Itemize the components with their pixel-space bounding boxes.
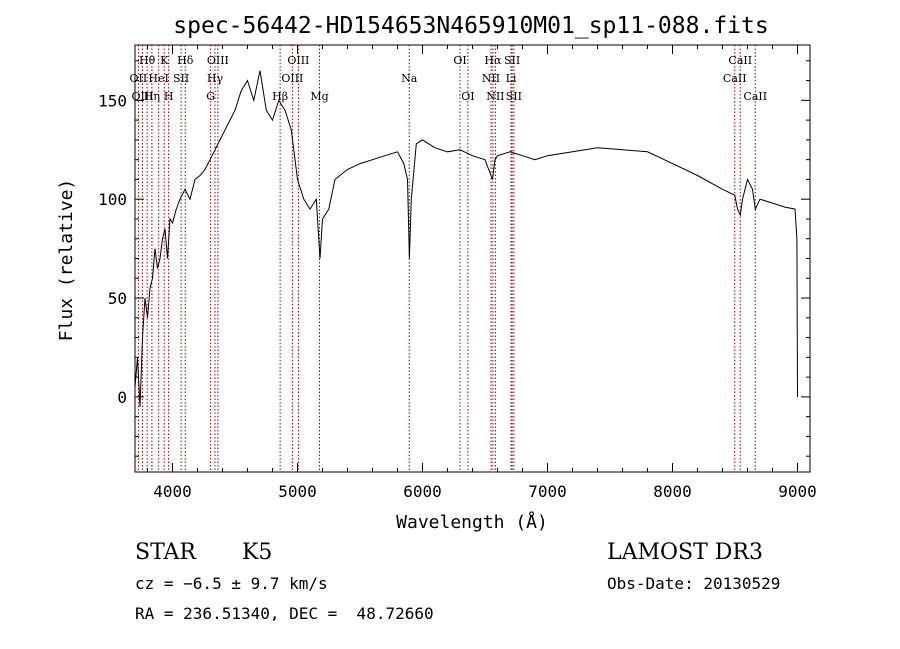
y-axis-label: Flux (relative) [56,179,77,342]
x-tick-label: 4000 [153,482,192,501]
line-marker-label: CaII [728,54,752,67]
x-tick-label: 9000 [778,482,817,501]
y-tick-label: 50 [108,289,127,308]
line-marker-label: Hγ [207,72,224,85]
spectrum-line [134,70,798,407]
plot-frame [134,44,811,473]
axis-tick-labels: 4000 5000 6000 7000 8000 9000 0 50 100 150 [98,91,817,501]
line-marker-label: Hα [484,54,502,67]
line-marker-label: SII [504,54,520,67]
line-marker-label: OIII [287,54,309,67]
line-marker-label: H [164,90,174,103]
line-marker-label: NII [486,90,504,103]
survey-label: LAMOST DR3 [607,540,763,565]
line-marker-label: CaII [743,90,767,103]
x-tick-label: 7000 [528,482,567,501]
line-marker-label: SII [173,72,189,85]
line-marker-label: G [206,90,215,103]
chart-title: spec-56442-HD154653N465910M01_sp11-088.f… [173,13,768,39]
line-marker-label: OI [453,54,466,67]
line-marker-label: HeI [148,72,168,85]
obs-date-text: Obs-Date: 20130529 [607,574,781,593]
line-markers [137,45,756,472]
line-marker-label: Hη [144,90,160,103]
x-tick-label: 8000 [653,482,692,501]
x-tick-label: 5000 [278,482,317,501]
line-marker-label: OIII [131,90,153,103]
line-marker-label: Hθ [139,54,156,67]
line-marker-label: OII [130,72,148,85]
line-marker-label: OIII [207,54,229,67]
line-marker-label: Mg [310,90,328,103]
y-tick-label: 0 [117,388,127,407]
ra-dec-text: RA = 236.51340, DEC = 48.72660 [135,604,434,623]
line-marker-label: OIII [281,72,303,85]
redshift-text: cz = −6.5 ± 9.7 km/s [135,574,328,593]
axis-ticks [135,45,810,472]
line-marker-label: Li [506,72,517,85]
line-marker-label: K [160,54,169,67]
line-marker-label: Hβ [272,90,288,103]
x-tick-label: 6000 [403,482,442,501]
line-marker-label: CaII [723,72,747,85]
line-marker-label: SII [506,90,522,103]
line-marker-label: OI [461,90,474,103]
object-class: STAR [135,540,196,565]
object-subclass: K5 [242,540,273,565]
y-tick-label: 150 [98,91,127,110]
x-axis-label: Wavelength (Å) [396,511,548,533]
line-marker-label: Na [401,72,418,85]
y-tick-label: 100 [98,190,127,209]
line-marker-label: Hδ [177,54,194,67]
line-marker-label: NII [482,72,500,85]
